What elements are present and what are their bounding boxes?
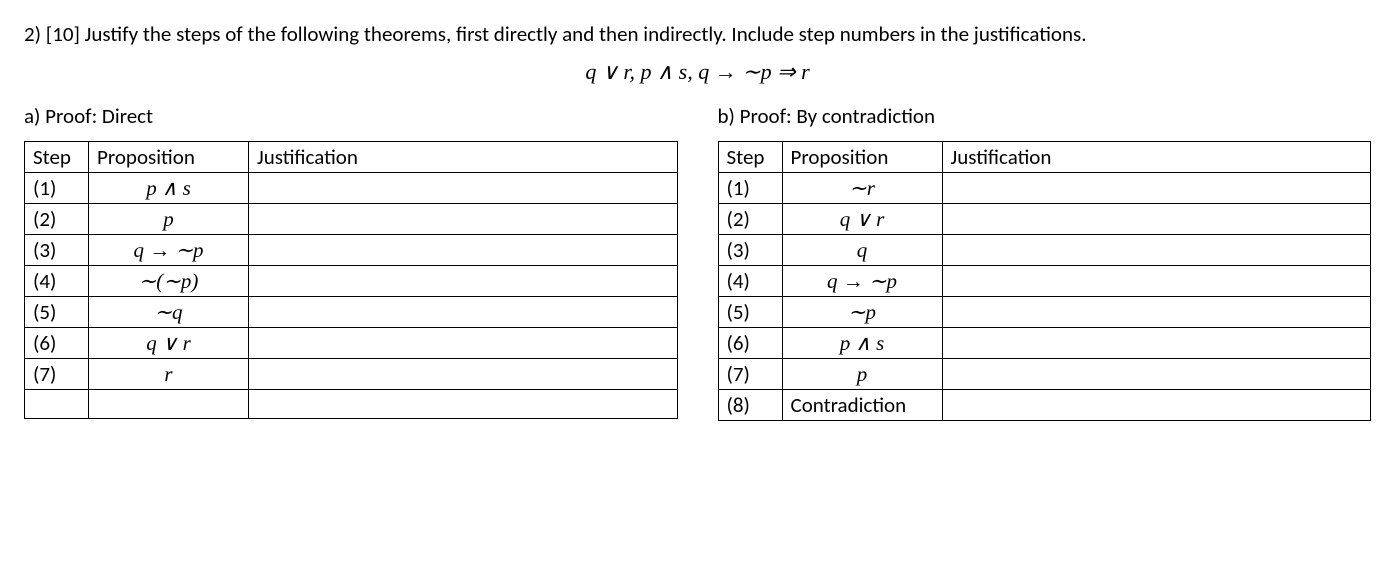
proposition-cell: p: [782, 359, 942, 390]
proposition-cell: p ∧ s: [89, 173, 249, 204]
justification-cell: [942, 173, 1371, 204]
justification-cell: [942, 359, 1371, 390]
justification-cell: [942, 390, 1371, 421]
theorem-expression: q ∨ r, p ∧ s, q → ∼p ⇒ r: [24, 59, 1371, 85]
header-step: Step: [718, 142, 782, 173]
justification-cell: [942, 297, 1371, 328]
step-cell: (5): [25, 297, 89, 328]
justification-cell: [249, 328, 678, 359]
table-row: (8)Contradiction: [718, 390, 1371, 421]
proposition-cell: r: [89, 359, 249, 390]
proposition-cell: ∼r: [782, 173, 942, 204]
table-row: (5)∼p: [718, 297, 1371, 328]
proposition-cell: q ∨ r: [89, 328, 249, 359]
step-cell: (5): [718, 297, 782, 328]
table-row: (2)q ∨ r: [718, 204, 1371, 235]
proposition-cell: q → ∼p: [89, 235, 249, 266]
header-proposition: Proposition: [89, 142, 249, 173]
justification-cell: [942, 235, 1371, 266]
step-cell: (1): [718, 173, 782, 204]
table-row: (3)q → ∼p: [25, 235, 678, 266]
proposition-cell: ∼(∼p): [89, 266, 249, 297]
step-cell: (3): [718, 235, 782, 266]
step-cell: (2): [25, 204, 89, 235]
step-cell: (4): [718, 266, 782, 297]
proposition-cell: p ∧ s: [782, 328, 942, 359]
table-header-row: Step Proposition Justification: [25, 142, 678, 173]
step-cell: (6): [25, 328, 89, 359]
table-row: (6)p ∧ s: [718, 328, 1371, 359]
proposition-cell: Contradiction: [782, 390, 942, 421]
table-row: (4)q → ∼p: [718, 266, 1371, 297]
proposition-cell: q ∨ r: [782, 204, 942, 235]
proof-direct-table: Step Proposition Justification (1)p ∧ s(…: [24, 141, 678, 419]
justification-cell: [942, 204, 1371, 235]
step-cell: (7): [718, 359, 782, 390]
justification-cell: [249, 204, 678, 235]
header-proposition: Proposition: [782, 142, 942, 173]
proof-direct-title: a) Proof: Direct: [24, 103, 678, 129]
proof-contradiction-title: b) Proof: By contradiction: [718, 103, 1372, 129]
proposition-cell: [89, 390, 249, 419]
table-header-row: Step Proposition Justification: [718, 142, 1371, 173]
proposition-cell: q → ∼p: [782, 266, 942, 297]
header-justification: Justification: [942, 142, 1371, 173]
step-cell: (4): [25, 266, 89, 297]
justification-cell: [942, 266, 1371, 297]
table-row: (3)q: [718, 235, 1371, 266]
justification-cell: [249, 173, 678, 204]
step-cell: (8): [718, 390, 782, 421]
table-row: [25, 390, 678, 419]
header-justification: Justification: [249, 142, 678, 173]
proposition-cell: q: [782, 235, 942, 266]
proof-contradiction-table: Step Proposition Justification (1)∼r(2)q…: [718, 141, 1372, 421]
problem-statement: 2) [10] Justify the steps of the followi…: [24, 20, 1371, 49]
table-row: (1)∼r: [718, 173, 1371, 204]
justification-cell: [942, 328, 1371, 359]
justification-cell: [249, 266, 678, 297]
table-row: (4)∼(∼p): [25, 266, 678, 297]
table-row: (7)p: [718, 359, 1371, 390]
step-cell: (7): [25, 359, 89, 390]
justification-cell: [249, 297, 678, 328]
step-cell: (1): [25, 173, 89, 204]
proposition-cell: ∼p: [782, 297, 942, 328]
step-cell: (2): [718, 204, 782, 235]
table-row: (7)r: [25, 359, 678, 390]
table-row: (2)p: [25, 204, 678, 235]
justification-cell: [249, 390, 678, 419]
step-cell: (6): [718, 328, 782, 359]
proof-contradiction-column: b) Proof: By contradiction Step Proposit…: [718, 103, 1372, 421]
justification-cell: [249, 235, 678, 266]
table-row: (5)∼q: [25, 297, 678, 328]
step-cell: (3): [25, 235, 89, 266]
step-cell: [25, 390, 89, 419]
proof-direct-column: a) Proof: Direct Step Proposition Justif…: [24, 103, 678, 421]
justification-cell: [249, 359, 678, 390]
proposition-cell: ∼q: [89, 297, 249, 328]
proposition-cell: p: [89, 204, 249, 235]
table-row: (6)q ∨ r: [25, 328, 678, 359]
header-step: Step: [25, 142, 89, 173]
table-row: (1)p ∧ s: [25, 173, 678, 204]
